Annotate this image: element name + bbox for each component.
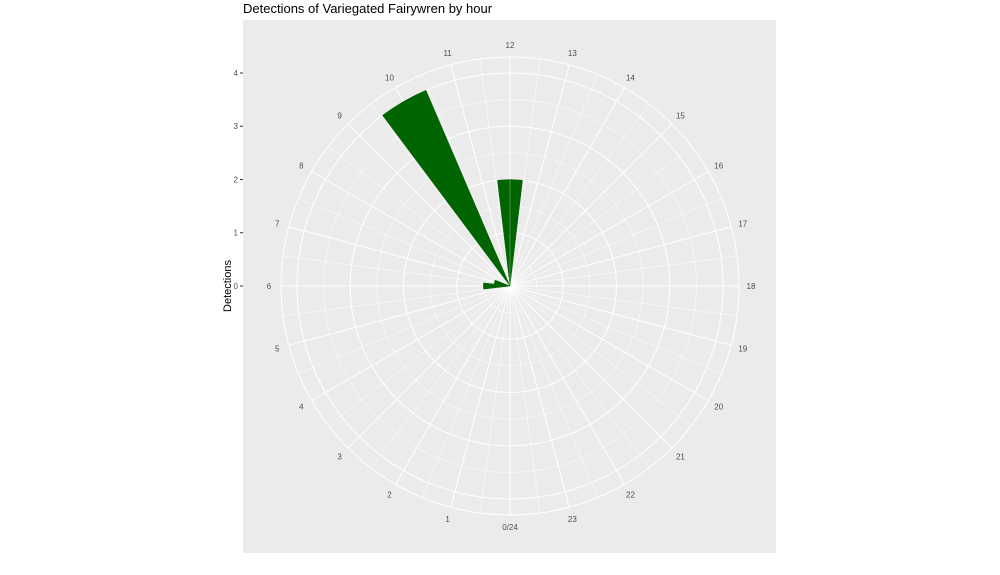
grid-spoke-minor xyxy=(509,285,692,426)
grid-spoke xyxy=(395,285,511,485)
grid-spoke xyxy=(450,285,511,508)
hour-label: 18 xyxy=(747,282,756,291)
hour-label: 16 xyxy=(714,162,723,171)
grid-spoke-minor xyxy=(509,146,692,287)
grid-spoke xyxy=(450,64,511,287)
hour-label: 3 xyxy=(337,452,342,461)
hour-label: 10 xyxy=(385,73,394,82)
grid-spoke-minor xyxy=(479,285,511,514)
hour-label: 1 xyxy=(445,515,450,524)
hour-label: 22 xyxy=(626,491,635,500)
grid-spoke-minor xyxy=(422,285,511,498)
grid-spoke-minor xyxy=(479,58,511,287)
grid-spoke-minor xyxy=(509,285,541,514)
grid-spoke xyxy=(509,285,625,485)
grid-spoke xyxy=(347,285,511,449)
hour-label: 14 xyxy=(626,73,635,82)
grid-spoke xyxy=(311,285,511,401)
grid-spoke-minor xyxy=(509,104,650,287)
grid-spoke-minor xyxy=(509,58,541,287)
y-tick-label: 1 xyxy=(234,229,239,238)
grid-spoke xyxy=(311,171,511,287)
grid-spoke xyxy=(347,123,511,287)
bar-hour-10 xyxy=(382,89,511,287)
grid-spoke-minor xyxy=(298,198,511,287)
grid-spoke-minor xyxy=(509,198,722,287)
grid-spoke-minor xyxy=(509,285,738,317)
hour-label: 2 xyxy=(387,491,392,500)
y-tick-label: 2 xyxy=(234,175,239,184)
grid-spoke-minor xyxy=(509,74,598,287)
grid-spoke xyxy=(509,171,709,287)
grid-spoke-minor xyxy=(509,255,738,287)
bar-hour-7 xyxy=(493,279,511,287)
grid-spoke-minor xyxy=(370,104,511,287)
grid-spoke xyxy=(509,87,625,287)
hour-label: 5 xyxy=(275,344,280,353)
hour-label: 12 xyxy=(506,41,515,50)
hour-label: 11 xyxy=(443,49,452,58)
bar-hour-6 xyxy=(483,282,511,290)
grid-spoke xyxy=(288,285,511,346)
grid-spoke-minor xyxy=(328,146,511,287)
grid-spoke xyxy=(509,285,709,401)
grid-spoke-minor xyxy=(298,285,511,374)
grid-spoke-minor xyxy=(282,285,511,317)
hour-label: 19 xyxy=(738,344,747,353)
y-tick-label: 3 xyxy=(234,122,239,131)
hour-label: 6 xyxy=(267,282,272,291)
y-tick-label: 4 xyxy=(234,69,239,78)
y-axis-label: Detections xyxy=(222,260,234,312)
y-axis: 0 1 2 3 4 xyxy=(234,69,243,291)
grid-spoke xyxy=(509,226,732,287)
hour-label: 15 xyxy=(676,112,685,121)
hour-label: 4 xyxy=(299,403,304,412)
grid-spoke-minor xyxy=(328,285,511,426)
grid-spoke-minor xyxy=(422,74,511,287)
hour-label: 9 xyxy=(337,112,342,121)
grid-spoke-minor xyxy=(370,285,511,468)
chart-title: Detections of Variegated Fairywren by ho… xyxy=(243,1,493,16)
grid-spoke xyxy=(288,226,511,287)
hour-label: 13 xyxy=(568,49,577,58)
hour-label: 0/24 xyxy=(502,523,518,532)
hour-label: 20 xyxy=(714,403,723,412)
hour-labels: 0/24123456789101112131415161718192021222… xyxy=(267,41,756,532)
grid-spoke xyxy=(509,123,673,287)
y-tick-label: 0 xyxy=(234,282,239,291)
grid-spoke-minor xyxy=(509,285,598,498)
bars xyxy=(382,89,523,290)
hour-label: 7 xyxy=(275,220,280,229)
grid-spoke xyxy=(509,64,570,287)
hour-label: 8 xyxy=(299,162,304,171)
hour-label: 17 xyxy=(738,220,747,229)
grid-spoke xyxy=(509,285,732,346)
hour-label: 23 xyxy=(568,515,577,524)
grid-spoke xyxy=(509,285,570,508)
grid-spoke-minor xyxy=(509,285,650,468)
hour-label: 21 xyxy=(676,452,685,461)
grid-spoke-minor xyxy=(282,255,511,287)
grid-spoke-minor xyxy=(509,285,722,374)
grid-spoke xyxy=(509,285,673,449)
